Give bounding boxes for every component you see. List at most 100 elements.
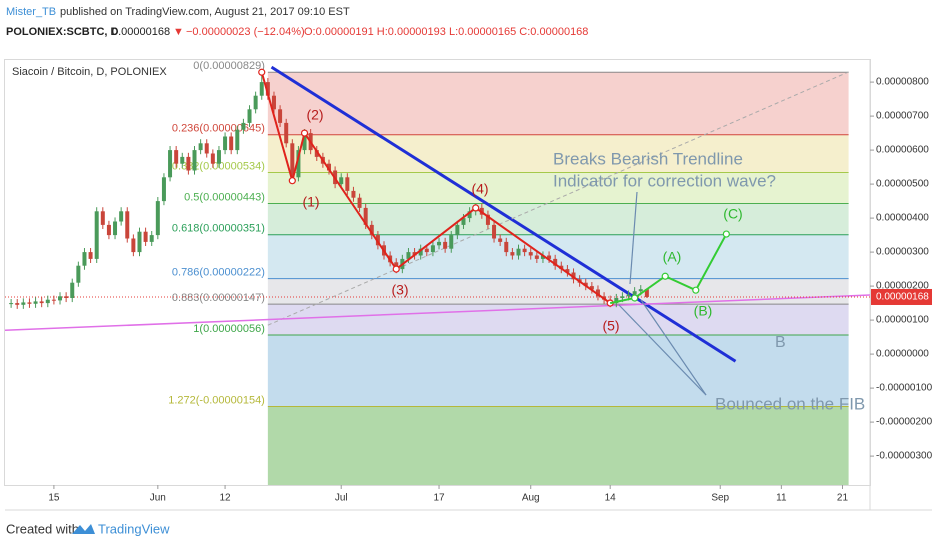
candle-body	[88, 252, 93, 259]
x-tick-label: Jul	[335, 493, 348, 504]
candle-body	[430, 245, 435, 253]
wave-point	[300, 129, 309, 137]
candle-body	[571, 272, 576, 280]
candle-body	[632, 291, 637, 295]
wave-label: (C)	[723, 206, 742, 222]
candle-body	[626, 294, 631, 297]
candle-body	[553, 258, 558, 266]
candle-body	[467, 211, 472, 219]
candle-body	[161, 177, 166, 202]
x-tick-label: 14	[605, 493, 617, 504]
wave-point	[631, 294, 639, 302]
candle-body	[528, 252, 533, 256]
candle-body	[510, 252, 515, 256]
plot: 0(0.00000829)0.236(0.00000645)0.382(0.00…	[5, 60, 870, 485]
annotation-arrow	[629, 191, 638, 285]
candle-body	[278, 109, 283, 123]
published: published on TradingView.com, August 21,…	[60, 6, 350, 18]
candle-body	[223, 136, 228, 151]
candle-body	[70, 282, 75, 298]
candle-body	[100, 211, 105, 225]
candle-body	[76, 265, 81, 283]
candle-body	[345, 177, 350, 191]
candle-body	[204, 143, 209, 154]
fib-band	[267, 335, 849, 407]
candle-body	[45, 299, 50, 304]
wave-label: (3)	[391, 282, 408, 298]
candle-body	[437, 241, 442, 246]
wave-label: (1)	[302, 194, 319, 210]
candle-body	[406, 252, 411, 259]
candle-body	[265, 82, 270, 96]
wave-point	[288, 177, 296, 185]
candle-body	[522, 248, 527, 253]
wave-label: (5)	[602, 318, 619, 334]
fib-label: 0.618(0.00000351)	[172, 223, 265, 235]
candle-body	[137, 231, 142, 253]
wave-point	[392, 265, 400, 273]
y-tick-label: 0.00000200	[876, 281, 929, 292]
candle-body	[247, 109, 252, 123]
y-tick-label: 0.00000100	[876, 315, 929, 326]
drawing-line	[267, 71, 849, 326]
candle-body	[638, 289, 643, 292]
candle-body	[589, 286, 594, 290]
chart-title: Siacoin / Bitcoin, D, POLONIEX	[12, 66, 167, 78]
candle-body	[492, 224, 497, 239]
drawing-line	[270, 65, 737, 363]
candle-body	[644, 289, 649, 297]
candle-body	[58, 296, 63, 301]
candle-body	[229, 136, 234, 151]
candle-body	[620, 296, 625, 298]
annotation: Indicator for correction wave?	[553, 171, 776, 190]
candle-body	[9, 303, 14, 305]
candle-body	[119, 211, 124, 222]
symbol: POLONIEX:SCBTC, D	[6, 26, 119, 38]
y-tick-label: 0.00000300	[876, 247, 929, 258]
y-tick-label: -0.00000200	[876, 417, 932, 428]
candle-body	[290, 143, 295, 178]
candle-body	[534, 255, 539, 259]
candle-body	[51, 299, 56, 301]
change: −0.00000023 (−12.04%)	[186, 26, 305, 38]
fib-label: 0.883(0.00000147)	[172, 292, 265, 304]
x-tick-label: 15	[48, 493, 60, 504]
wave-point	[258, 68, 266, 76]
y-tick-label: 0.00000000	[876, 349, 929, 360]
candle-body	[326, 163, 331, 171]
candle-body	[485, 214, 490, 225]
candle-body	[259, 82, 264, 96]
candle-body	[15, 303, 20, 305]
ohlc: O:0.00000191 H:0.00000193 L:0.00000165 C…	[304, 26, 588, 38]
candle-body	[33, 301, 38, 304]
candle-body	[369, 224, 374, 236]
annotation-arrow	[640, 299, 707, 396]
candle-body	[351, 190, 356, 198]
candle-body	[271, 95, 276, 110]
footer-brand[interactable]: TradingView	[98, 521, 170, 536]
candle-body	[339, 177, 344, 185]
candle-body	[155, 201, 160, 236]
candle-body	[106, 224, 111, 236]
fib-label: 0.786(0.00000222)	[172, 267, 265, 279]
candle-body	[253, 95, 258, 110]
candle-body	[64, 296, 69, 298]
axes: 0.00000800 0.00000700 0.00000600 0.00000500…	[48, 77, 932, 504]
price: 0.00000168	[112, 26, 170, 38]
candle-body	[547, 255, 552, 259]
candle-body	[418, 248, 423, 256]
fib-label: 1(0.00000056)	[193, 323, 265, 335]
annotation-arrow	[618, 304, 707, 396]
fib-band	[267, 72, 849, 135]
candle-body	[296, 150, 301, 178]
fib-label: 1.272(-0.00000154)	[168, 394, 265, 406]
candle-body	[363, 207, 368, 225]
candle-body	[113, 221, 118, 236]
y-tick-label: -0.00000100	[876, 383, 932, 394]
logo	[72, 524, 95, 534]
author[interactable]: Mister_TB	[6, 6, 56, 18]
candle-body	[357, 197, 362, 208]
y-tick-label: 0.00000600	[876, 145, 929, 156]
candle-body	[461, 218, 466, 225]
wave-label: (4)	[471, 181, 488, 197]
